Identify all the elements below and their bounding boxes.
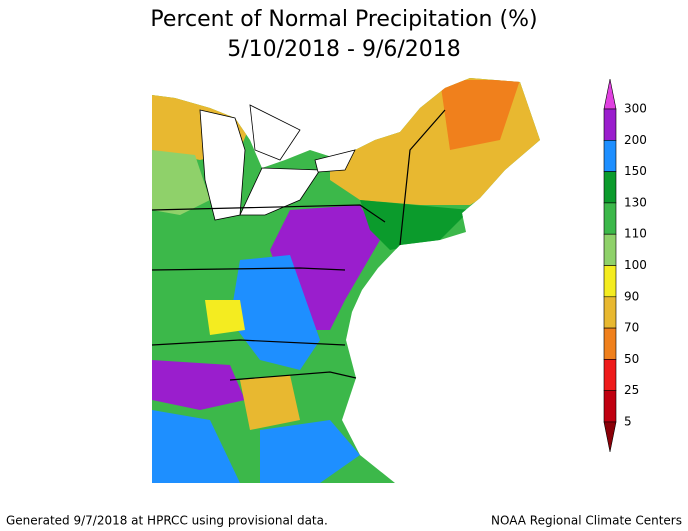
legend-label: 200 <box>624 133 647 147</box>
legend: 300 200 150 130 110 100 90 70 50 25 5 <box>603 78 647 453</box>
footer-right: NOAA Regional Climate Centers <box>491 514 682 528</box>
legend-label: 150 <box>624 164 647 178</box>
legend-label: 25 <box>624 383 639 397</box>
legend-swatch <box>603 233 617 266</box>
legend-swatch <box>603 327 617 360</box>
footer-left: Generated 9/7/2018 at HPRCC using provis… <box>6 514 328 528</box>
legend-label: 100 <box>624 258 647 272</box>
legend-swatch <box>603 390 617 423</box>
legend-label: 130 <box>624 195 647 209</box>
legend-swatch <box>603 171 617 204</box>
legend-label: 70 <box>624 321 639 335</box>
map <box>151 78 540 483</box>
legend-swatch <box>603 265 617 298</box>
legend-swatch <box>603 108 617 141</box>
legend-swatch <box>603 359 617 391</box>
legend-arrow-bottom <box>603 421 617 453</box>
legend-label: 110 <box>624 227 647 241</box>
legend-swatch <box>603 140 617 172</box>
legend-label: 5 <box>624 415 632 429</box>
legend-swatch <box>603 202 617 235</box>
legend-label: 50 <box>624 352 639 366</box>
subtitle: 5/10/2018 - 9/6/2018 <box>227 37 461 62</box>
legend-label: 90 <box>624 289 639 303</box>
legend-label: 300 <box>624 102 647 116</box>
legend-arrow-top <box>603 78 617 110</box>
title: Percent of Normal Precipitation (%) <box>150 7 537 32</box>
legend-swatch <box>603 296 617 329</box>
